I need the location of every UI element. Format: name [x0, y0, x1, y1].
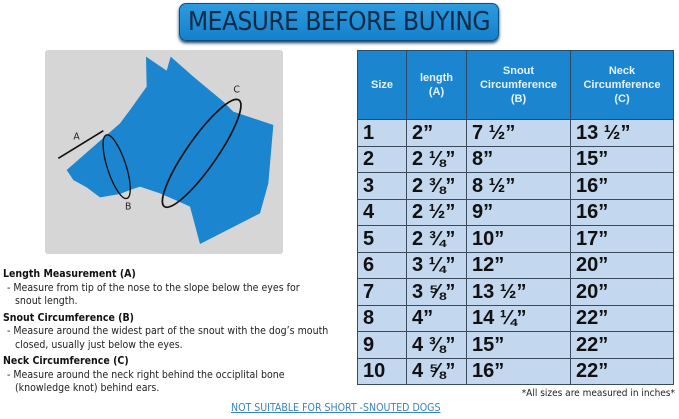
table-cell: 8” — [466, 145, 571, 173]
header-line: Circumference — [479, 79, 558, 91]
instruction-block: Neck Circumference (C) - Measure around t… — [3, 355, 353, 396]
instruction-text: closed, usually just below the eyes. — [15, 338, 183, 351]
instruction-block: Length Measurement (A) - Measure from tip… — [3, 268, 353, 309]
table-cell: 4 — [357, 198, 407, 226]
table-cell: 2 ⅛” — [406, 145, 467, 173]
instruction-heading: Snout Circumference (B) — [3, 311, 134, 324]
table-cell: 2 ½” — [406, 198, 467, 226]
table-row: 10 4 ⅝” 16” 22” — [357, 357, 674, 385]
table-cell: 3 ¼” — [406, 251, 467, 279]
table-cell: 2 ¾” — [406, 225, 467, 253]
table-cell: 9 — [357, 331, 407, 359]
table-cell: 6 — [357, 251, 407, 279]
header-line: Size — [370, 79, 393, 91]
instruction-text: - Measure around the neck right behind t… — [7, 368, 285, 381]
instruction-heading: Length Measurement (A) — [3, 268, 136, 280]
table-cell: 20” — [570, 251, 674, 279]
header-line: (A) — [428, 86, 445, 98]
table-cell: 4” — [406, 304, 467, 332]
header-line: length — [420, 72, 453, 84]
table-cell: 16” — [466, 357, 571, 385]
table-cell: 7 ½” — [466, 119, 571, 147]
table-cell: 1 — [357, 119, 407, 147]
table-cell: 12” — [466, 251, 571, 279]
table-row: 1 2” 7 ½” 13 ½” — [357, 119, 674, 147]
header-line: Snout — [502, 65, 535, 77]
table-cell: 2 ⅜” — [406, 172, 467, 200]
table-cell: 8 — [357, 304, 407, 332]
table-cell: 10” — [466, 225, 571, 253]
table-cell: 20” — [570, 278, 674, 306]
column-header: Snout Circumference (B) — [466, 50, 571, 120]
table-cell: 22” — [570, 304, 674, 332]
instruction-text: (knowledge knot) behind ears. — [15, 382, 160, 394]
header-line: (B) — [510, 93, 527, 105]
table-cell: 15” — [466, 331, 571, 359]
dog-head-diagram: A B C — [57, 56, 274, 245]
table-cell: 15” — [570, 145, 674, 173]
instruction-heading: Neck Circumference (C) — [3, 355, 129, 367]
table-cell: 13 ½” — [466, 278, 571, 306]
table-cell: 22” — [570, 331, 674, 359]
measurement-instructions: Length Measurement (A) - Measure from tip… — [3, 268, 353, 399]
table-cell: 2” — [406, 119, 467, 147]
table-cell: 17” — [570, 225, 674, 253]
table-cell: 5 — [357, 225, 407, 253]
instruction-text: - Measure from tip of the nose to the sl… — [7, 281, 300, 294]
units-footnote: *All sizes are measured in inches* — [521, 388, 675, 399]
table-cell: 10 — [357, 357, 407, 385]
table-cell: 16” — [570, 198, 674, 226]
column-header: length (A) — [406, 50, 467, 120]
table-cell: 3 ⅝” — [406, 278, 467, 306]
table-cell: 7 — [357, 278, 407, 306]
table-cell: 4 ⅜” — [406, 331, 467, 359]
table-cell: 14 ¼” — [466, 304, 571, 332]
column-header: Size — [357, 50, 407, 120]
dog-silhouette — [66, 56, 274, 245]
snout-loop — [102, 134, 131, 200]
table-cell: 8 ½” — [466, 172, 571, 200]
label-a: A — [73, 131, 80, 142]
table-cell: 4 ⅝” — [406, 357, 467, 385]
column-header: Neck Circumference (C) — [570, 50, 674, 120]
table-cell: 22” — [570, 357, 674, 385]
instruction-text: snout length. — [15, 295, 78, 307]
instruction-text: - Measure around the widest part of the … — [7, 325, 329, 337]
page-title: MEASURE BEFORE BUYING — [179, 3, 499, 41]
table-cell: 2 — [357, 145, 407, 173]
header-line: (C) — [614, 93, 630, 105]
table-cell: 13 ½” — [570, 119, 674, 147]
table-cell: 16” — [570, 172, 674, 200]
instruction-block: Snout Circumference (B) - Measure around … — [3, 312, 353, 353]
short-snout-warning-link[interactable]: NOT SUITABLE FOR SHORT -SNOUTED DOGS — [231, 402, 441, 414]
header-line: Neck — [608, 65, 636, 77]
label-b: B — [125, 201, 131, 212]
table-cell: 9” — [466, 198, 571, 226]
header-line: Circumference — [583, 79, 661, 91]
size-chart-table: Size length (A) Snout Circumference (B) Neck Ci… — [357, 50, 674, 385]
neck-loop — [161, 98, 242, 209]
table-row: 8 4” 14 ¼” 22” — [357, 304, 674, 332]
table-cell: 3 — [357, 172, 407, 200]
length-line — [57, 129, 104, 160]
label-c: C — [233, 85, 240, 96]
